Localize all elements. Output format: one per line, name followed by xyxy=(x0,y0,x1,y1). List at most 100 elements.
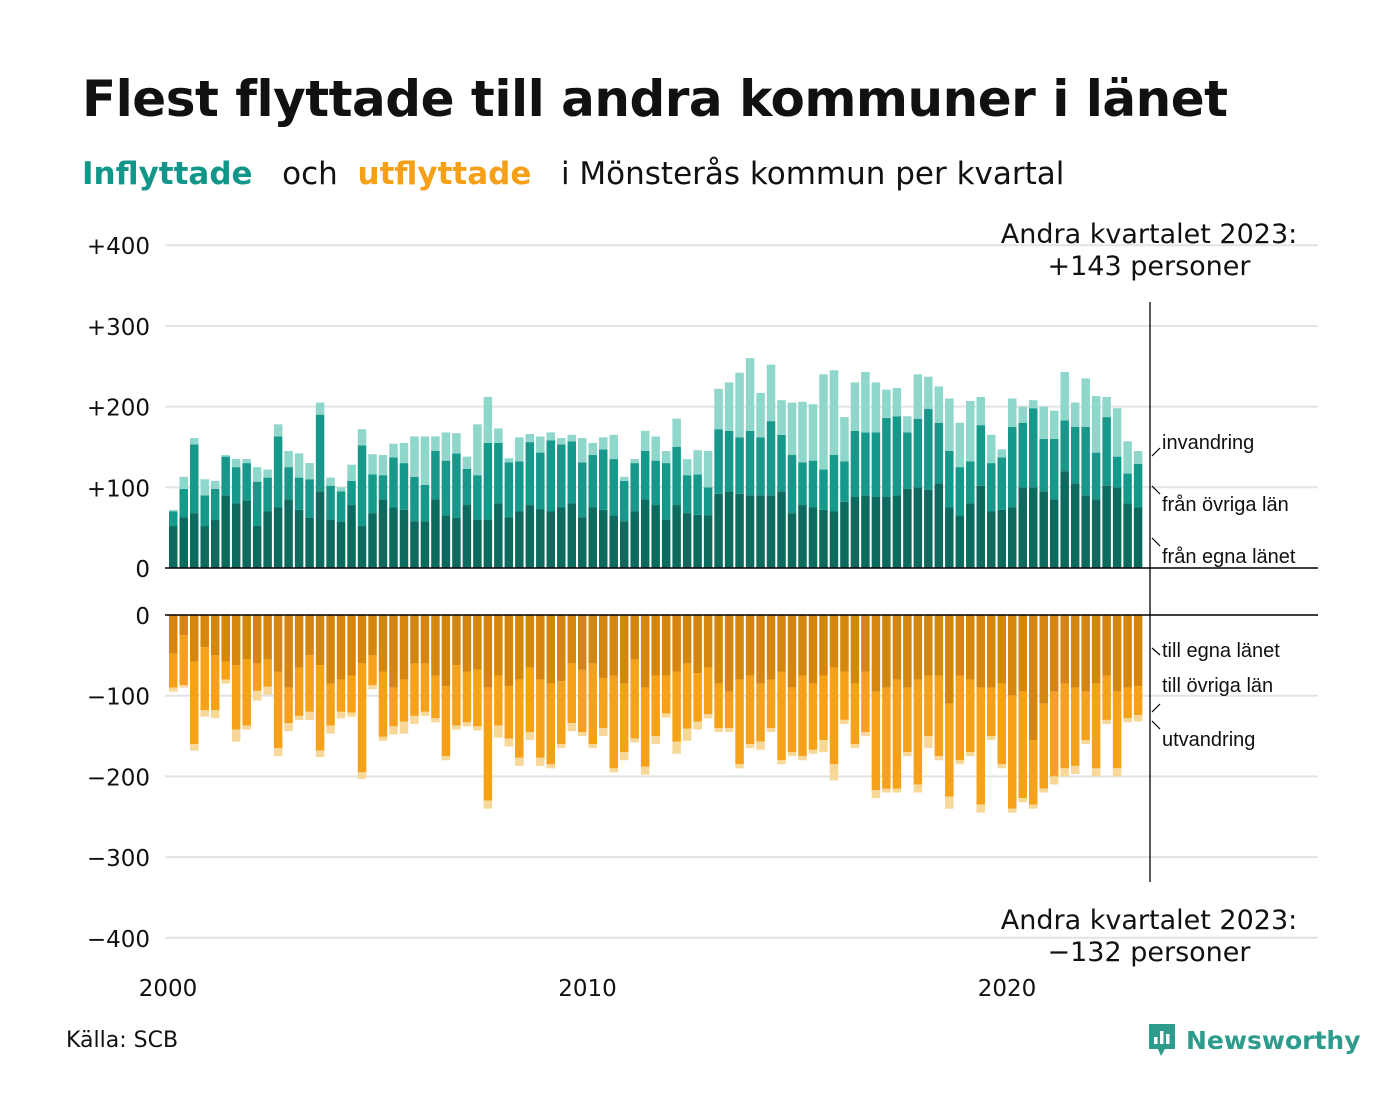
chart-subtitle: Inflyttade och utflyttade i Mönsterås ko… xyxy=(82,156,1064,192)
outflow-bar-segment xyxy=(661,713,671,718)
outflow-bar-segment xyxy=(798,756,807,761)
outflow-bar-segment xyxy=(714,727,723,733)
outflow-bar-segment xyxy=(903,615,912,688)
inflow-bar-segment xyxy=(441,432,451,461)
outflow-bar-segment xyxy=(840,719,849,724)
inflow-bar-segment xyxy=(945,507,954,569)
brand-name: Newsworthy xyxy=(1186,1025,1361,1055)
outflow-bar-segment xyxy=(1007,615,1017,696)
outflow-bar-segment xyxy=(934,615,944,676)
outflow-bar-segment xyxy=(494,675,503,726)
inflow-bar-segment xyxy=(525,442,535,506)
inflow-bar-segment xyxy=(378,499,388,568)
outflow-bar-segment xyxy=(903,752,912,757)
outflow-bar-segment xyxy=(294,615,304,668)
inflow-bar-segment xyxy=(829,370,839,456)
outflow-bar-segment xyxy=(336,679,346,712)
outflow-bar-segment xyxy=(798,615,807,676)
inflow-bars xyxy=(168,358,1143,569)
outflow-bar-segment xyxy=(284,687,293,724)
annotation-in-line1: Andra kvartalet 2023: xyxy=(1001,219,1297,250)
outflow-bar-segment xyxy=(945,615,954,704)
outflow-bar-segment xyxy=(1039,615,1048,704)
outflow-bar-segment xyxy=(987,687,996,737)
series-label-in: invandring xyxy=(1162,432,1254,454)
inflow-bar-segment xyxy=(777,491,786,568)
outflow-bar-segment xyxy=(420,663,430,712)
outflow-bar-segment xyxy=(1133,615,1143,687)
inflow-bar-segment xyxy=(231,503,241,568)
outflow-bar-segment xyxy=(378,671,388,737)
outflow-bar-segment xyxy=(578,732,587,737)
outflow-bar-segment xyxy=(829,615,839,668)
outflow-bar-segment xyxy=(189,661,199,745)
outflow-bar-segment xyxy=(1070,615,1080,688)
outflow-bar-segment xyxy=(294,667,304,716)
inflow-bar-segment xyxy=(189,444,199,514)
inflow-bar-segment xyxy=(1102,417,1111,486)
inflow-bar-segment xyxy=(525,505,535,568)
outflow-bar-segment xyxy=(252,663,262,691)
outflow-bar-segment xyxy=(357,772,367,779)
inflow-bar-segment xyxy=(1028,408,1038,488)
grid-lines xyxy=(165,244,1318,939)
inflow-bar-segment xyxy=(420,521,430,568)
outflow-bar-segment xyxy=(483,800,493,809)
brand-logo[interactable]: Newsworthy xyxy=(1146,1022,1361,1058)
outflow-bar-segment xyxy=(756,615,765,684)
outflow-bar-segment xyxy=(735,615,744,680)
outflow-bar-segment xyxy=(766,679,776,728)
outflow-bar-segment xyxy=(1049,615,1059,692)
newsworthy-logo-icon xyxy=(1149,1024,1175,1056)
inflow-bar-segment xyxy=(840,501,849,568)
outflow-bar-segment xyxy=(808,615,818,684)
outflow-bar-segment xyxy=(431,718,440,723)
inflow-bar-segment xyxy=(315,402,325,415)
inflow-bar-segment xyxy=(1112,487,1122,568)
inflow-bar-segment xyxy=(473,519,482,568)
outflow-bar-segment xyxy=(578,615,587,670)
outflow-bar-segment xyxy=(1123,718,1132,723)
outflow-bar-segment xyxy=(787,752,797,757)
inflow-bar-segment xyxy=(693,450,702,475)
inflow-bar-segment xyxy=(452,517,461,568)
outflow-bar-segment xyxy=(850,683,860,745)
inflow-bar-segment xyxy=(756,392,765,438)
outflow-bar-segment xyxy=(1039,788,1048,793)
outflow-bar-segment xyxy=(326,725,335,734)
inflow-bar-segment xyxy=(1007,507,1017,569)
inflow-bar-segment xyxy=(714,429,723,494)
outflow-bar-segment xyxy=(640,766,650,775)
outflow-bar-segment xyxy=(515,757,524,766)
outflow-bar-segment xyxy=(882,788,891,793)
inflow-bar-segment xyxy=(861,432,870,496)
inflow-bar-segment xyxy=(882,389,891,418)
outflow-bar-segment xyxy=(1091,615,1101,684)
outflow-bar-segment xyxy=(934,756,944,761)
outflow-bar-segment xyxy=(987,736,996,741)
outflow-bar-segment xyxy=(347,675,356,713)
inflow-bar-segment xyxy=(987,511,996,568)
outflow-bar-segment xyxy=(724,615,734,692)
inflow-bar-segment xyxy=(1102,396,1111,418)
inflow-bar-segment xyxy=(473,424,482,476)
inflow-bar-segment xyxy=(808,507,818,569)
inflow-bar-segment xyxy=(179,488,188,518)
inflow-bar-segment xyxy=(200,495,209,527)
outflow-bar-segment xyxy=(661,675,671,714)
outflow-bar-segment xyxy=(987,615,996,688)
inflow-bar-segment xyxy=(829,455,839,512)
outflow-bar-segment xyxy=(619,683,629,753)
outflow-bar-segment xyxy=(200,710,209,717)
outflow-bar-segment xyxy=(326,683,335,726)
outflow-bar-segment xyxy=(997,683,1007,765)
outflow-bar-segment xyxy=(703,615,713,668)
outflow-bar-segment xyxy=(263,659,272,687)
outflow-bar-segment xyxy=(672,671,681,742)
outflow-bar-segment xyxy=(378,736,388,741)
outflow-bar-segment xyxy=(473,669,482,727)
inflow-bar-segment xyxy=(452,433,461,454)
outflow-bar-segment xyxy=(777,671,786,761)
inflow-bar-segment xyxy=(840,417,849,462)
outflow-bar-segment xyxy=(284,615,293,688)
